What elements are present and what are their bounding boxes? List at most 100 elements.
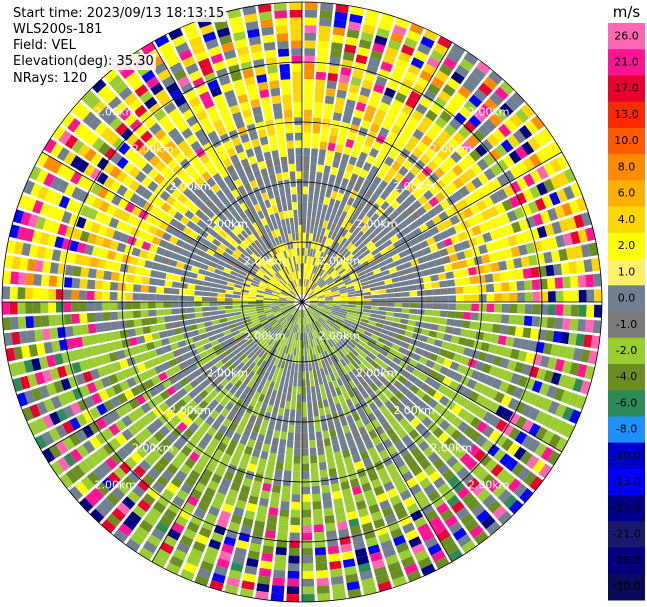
velocity-gate [333,19,347,29]
velocity-gate [260,217,268,226]
velocity-gate [127,265,137,274]
velocity-gate [525,292,533,302]
velocity-gate [68,350,79,362]
velocity-gate [292,308,298,316]
velocity-gate [554,317,564,330]
velocity-gate [314,338,319,347]
velocity-gate [308,292,316,298]
velocity-gate [43,341,54,354]
velocity-gate [303,309,306,318]
velocity-gate [287,283,293,290]
velocity-gate [286,322,292,330]
velocity-gate [104,190,116,203]
velocity-gate [162,48,177,61]
velocity-gate [474,212,485,224]
velocity-gate [382,252,392,260]
velocity-gate [77,460,92,475]
velocity-gate [214,393,224,403]
colorbar-tick-label: -2.0 [616,344,637,357]
velocity-gate [367,275,376,281]
velocity-gate [203,224,213,234]
velocity-gate [171,176,183,188]
velocity-gate [313,524,324,533]
velocity-gate [216,558,230,569]
velocity-gate [245,421,254,431]
velocity-gate [502,423,514,437]
velocity-gate [198,364,208,374]
velocity-gate [286,304,295,307]
velocity-gate [200,182,210,193]
velocity-gate [209,389,219,399]
velocity-gate [80,205,92,218]
velocity-gate [76,159,90,173]
velocity-gate [280,79,291,88]
velocity-gate [269,499,280,509]
velocity-gate [503,224,515,236]
velocity-gate [414,217,425,227]
velocity-gate [89,368,101,380]
velocity-gate [347,362,355,371]
velocity-gate [477,172,490,185]
velocity-gate [501,293,510,302]
velocity-gate [303,125,312,133]
velocity-gate [570,304,579,317]
velocity-gate [217,302,225,306]
velocity-gate [245,148,255,158]
velocity-gate [221,369,231,378]
velocity-gate [129,77,144,92]
velocity-gate [213,431,224,442]
velocity-gate [390,433,401,444]
velocity-gate [185,29,200,41]
velocity-gate [257,409,266,419]
velocity-gate [466,378,477,390]
velocity-gate [294,340,298,349]
velocity-gate [381,421,392,432]
velocity-gate [357,443,367,453]
velocity-gate [499,324,509,335]
velocity-gate [233,263,242,270]
velocity-gate [306,386,311,395]
velocity-gate [259,136,269,146]
velocity-gate [170,342,180,351]
velocity-gate [341,59,354,69]
velocity-gate [250,316,259,321]
velocity-gate [200,421,211,432]
velocity-gate [65,469,80,484]
velocity-gate [226,576,241,588]
velocity-gate [546,385,558,399]
velocity-gate [79,384,91,397]
velocity-gate [317,298,326,301]
velocity-gate [128,337,138,347]
velocity-gate [295,232,299,241]
velocity-gate [496,188,508,201]
velocity-gate [218,314,227,319]
velocity-gate [285,218,290,227]
velocity-gate [125,283,134,292]
velocity-gate [456,364,467,374]
velocity-gate [119,263,129,273]
velocity-gate [274,10,288,19]
velocity-gate [323,437,331,447]
velocity-gate [405,400,416,411]
velocity-gate [523,315,533,327]
velocity-gate [165,562,181,575]
velocity-gate [96,482,110,496]
velocity-gate [192,225,203,234]
velocity-gate [310,463,319,472]
velocity-gate [160,165,172,178]
velocity-gate [171,314,181,322]
velocity-gate [196,274,206,281]
velocity-gate [258,184,267,194]
velocity-gate [299,278,302,287]
velocity-gate [340,348,348,356]
velocity-gate [499,102,514,117]
velocity-gate [334,505,345,515]
velocity-gate [186,495,199,507]
velocity-gate [304,255,307,264]
velocity-gate [43,172,56,187]
velocity-gate [324,515,335,524]
velocity-gate [373,357,383,366]
velocity-gate [43,398,55,413]
velocity-gate [175,239,186,248]
velocity-gate [371,478,382,489]
